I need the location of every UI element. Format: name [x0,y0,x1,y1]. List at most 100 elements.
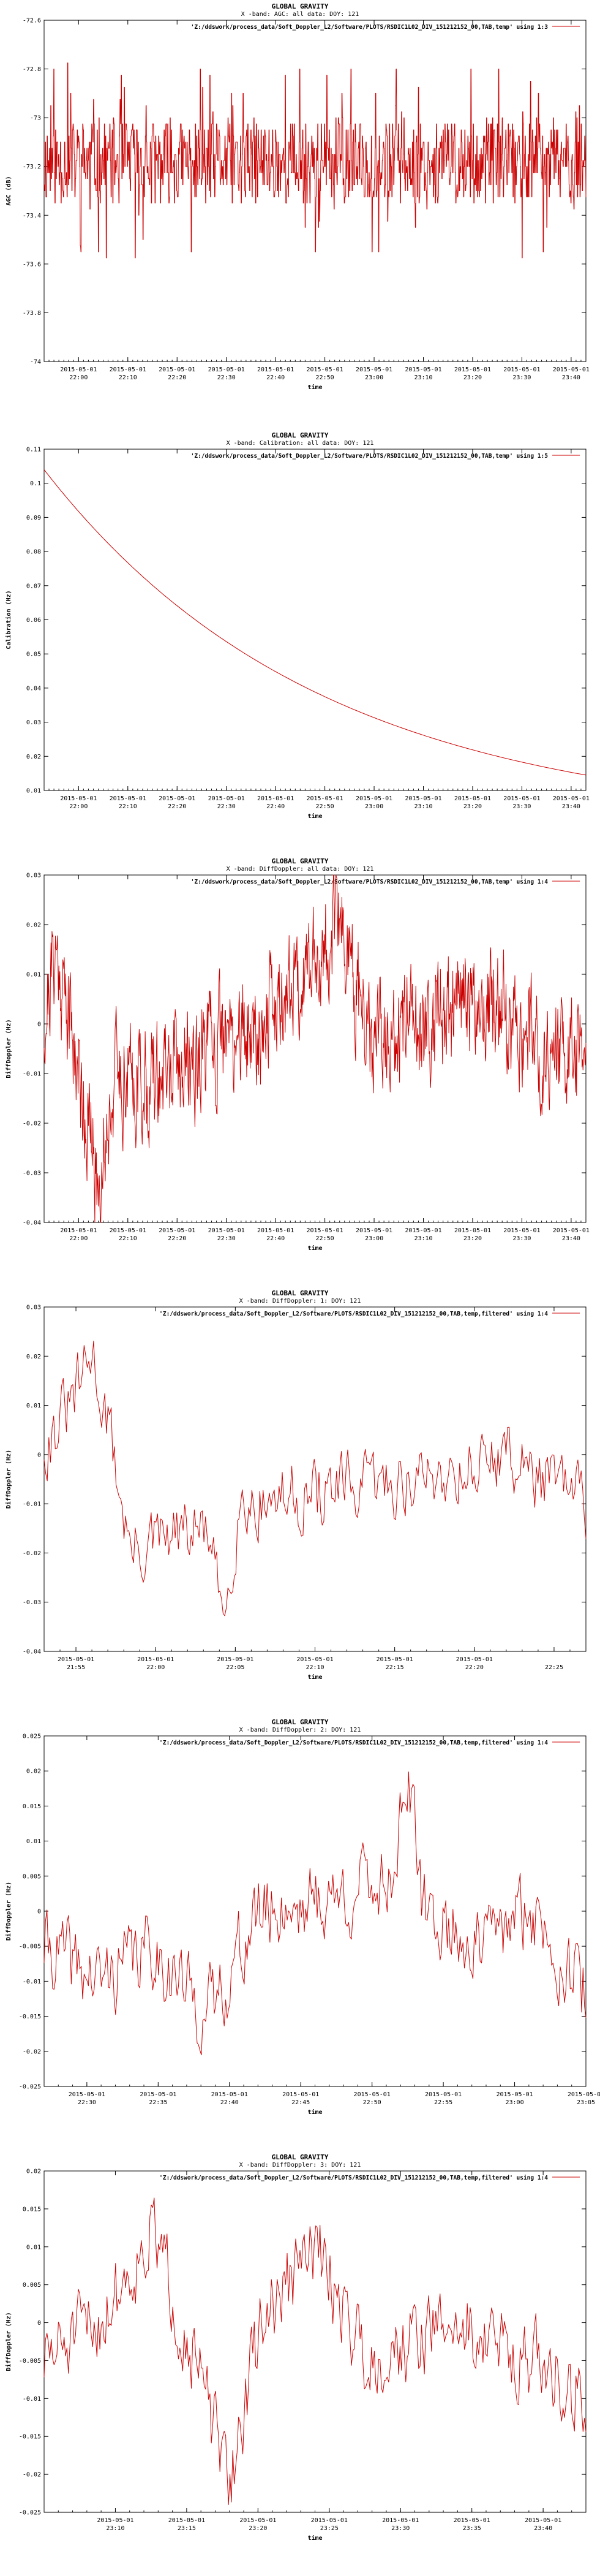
x-tick-time: 22:20 [168,1235,186,1242]
x-tick-date: 2015-05-01 [58,1656,94,1663]
y-tick-label: -0.015 [19,2434,41,2441]
x-tick-date: 2015-05-01 [110,366,146,373]
x-tick-time: 22:50 [316,803,334,810]
x-tick-date: 2015-05-01 [110,1227,146,1234]
series-line [43,2197,587,2505]
y-tick-label: 0.1 [30,480,41,487]
x-tick-time: 22:10 [119,803,137,810]
y-tick-label: -72.6 [23,18,41,25]
y-tick-label: 0.01 [26,1403,41,1409]
x-tick-time: 22:20 [465,1664,484,1671]
legend-label: 'Z:/ddswork/process_data/Soft_Doppler_L2… [159,2175,548,2181]
x-tick-date: 2015-05-01 [110,795,146,802]
x-tick-time: 23:10 [414,803,432,810]
y-tick-label: -0.01 [23,1071,41,1078]
series-line [43,1341,587,1616]
y-tick-label: 0.01 [26,2244,41,2251]
y-tick-label: 0.06 [26,617,41,624]
x-tick-date: 2015-05-01 [306,1227,343,1234]
x-tick-date: 2015-05-01 [159,366,195,373]
legend-label: 'Z:/ddswork/process_data/Soft_Doppler_L2… [191,879,549,885]
x-tick-time: 22:05 [226,1664,244,1671]
x-tick-date: 2015-05-01 [454,1227,491,1234]
x-tick-time: 23:15 [178,2525,196,2532]
x-tick-date: 2015-05-01 [553,795,590,802]
y-tick-label: -0.005 [19,1944,41,1950]
x-tick-date: 2015-05-01 [159,795,195,802]
x-tick-time: 23:30 [512,803,531,810]
y-tick-label: 0.04 [26,685,41,692]
y-tick-label: 0 [37,2320,41,2327]
y-tick-label: -0.01 [23,1501,41,1508]
x-tick-date: 2015-05-01 [296,1656,333,1663]
y-tick-label: -0.005 [19,2358,41,2365]
plot-frame [43,1735,587,2087]
x-tick-time: 22:50 [363,2099,381,2106]
y-tick-label: 0.005 [23,2282,41,2289]
y-tick-label: 0 [37,1452,41,1458]
y-tick-label: 0.03 [26,873,41,879]
x-tick-time: 23:20 [463,374,482,381]
x-tick-time: 22:50 [316,1235,334,1242]
x-tick-date: 2015-05-01 [137,1656,174,1663]
x-tick-time: 22:10 [119,374,137,381]
y-tick-label: -72.8 [23,66,41,73]
y-tick-label: 0.08 [26,549,41,556]
y-tick-label: -73.8 [23,310,41,317]
x-tick-time: 23:00 [365,803,383,810]
chart-subtitle: X -band: DiffDoppler: 1: DOY: 121 [239,1298,361,1305]
y-tick-label: -0.025 [19,2510,41,2517]
x-axis-label: time [307,384,322,391]
x-tick-date: 2015-05-01 [140,2091,176,2098]
y-tick-label: 0.015 [23,2206,41,2213]
x-tick-time: 23:25 [320,2525,339,2532]
y-tick-label: 0.02 [26,922,41,929]
x-tick-date: 2015-05-01 [405,366,441,373]
chart-title: GLOBAL GRAVITY [272,1289,329,1297]
y-tick-label: -0.025 [19,2084,41,2091]
x-axis-label: time [307,813,322,820]
x-tick-date: 2015-05-01 [454,366,491,373]
x-tick-date: 2015-05-01 [503,1227,540,1234]
x-axis-label: time [307,1244,322,1252]
legend-label: 'Z:/ddswork/process_data/Soft_Doppler_L2… [191,453,549,460]
x-tick-date: 2015-05-01 [306,366,343,373]
y-tick-label: 0.11 [26,447,41,453]
chart-title: GLOBAL GRAVITY [272,431,329,439]
x-tick-date: 2015-05-01 [405,1227,441,1234]
legend-label: 'Z:/ddswork/process_data/Soft_Doppler_L2… [191,24,549,31]
y-tick-label: 0.02 [26,754,41,760]
y-tick-label: 0.05 [26,651,41,658]
y-tick-label: -0.02 [23,1121,41,1127]
x-tick-time: 23:20 [463,1235,482,1242]
legend-label: 'Z:/ddswork/process_data/Soft_Doppler_L2… [159,1311,548,1317]
series-line [43,874,587,1223]
x-tick-time: 23:30 [512,1235,531,1242]
y-tick-label: 0.005 [23,1873,41,1880]
y-axis-label: Calibration (Hz) [5,590,12,649]
x-tick-time: 23:10 [414,374,432,381]
chart-title: GLOBAL GRAVITY [272,1718,329,1726]
chart-subtitle: X -band: DiffDoppler: 2: DOY: 121 [239,1727,361,1733]
y-tick-label: 0.07 [26,583,41,589]
x-axis-label: time [307,2108,322,2116]
x-tick-date: 2015-05-01 [356,795,392,802]
x-tick-time: 22:50 [316,374,334,381]
x-tick-date: 2015-05-01 [257,795,294,802]
x-tick-date: 2015-05-01 [456,1656,493,1663]
x-tick-date: 2015-05-01 [425,2091,462,2098]
x-tick-time: 22:25 [545,1664,563,1671]
y-tick-label: -0.01 [23,1979,41,1985]
x-tick-date: 2015-05-01 [60,1227,97,1234]
y-tick-label: -0.02 [23,2472,41,2479]
x-tick-time: 22:00 [146,1664,165,1671]
x-tick-time: 23:40 [562,374,580,381]
y-tick-label: -0.04 [23,1220,41,1227]
y-tick-label: 0.03 [26,1305,41,1311]
y-tick-label: 0.02 [26,1354,41,1360]
x-tick-time: 23:35 [463,2525,481,2532]
x-tick-time: 22:10 [306,1664,324,1671]
